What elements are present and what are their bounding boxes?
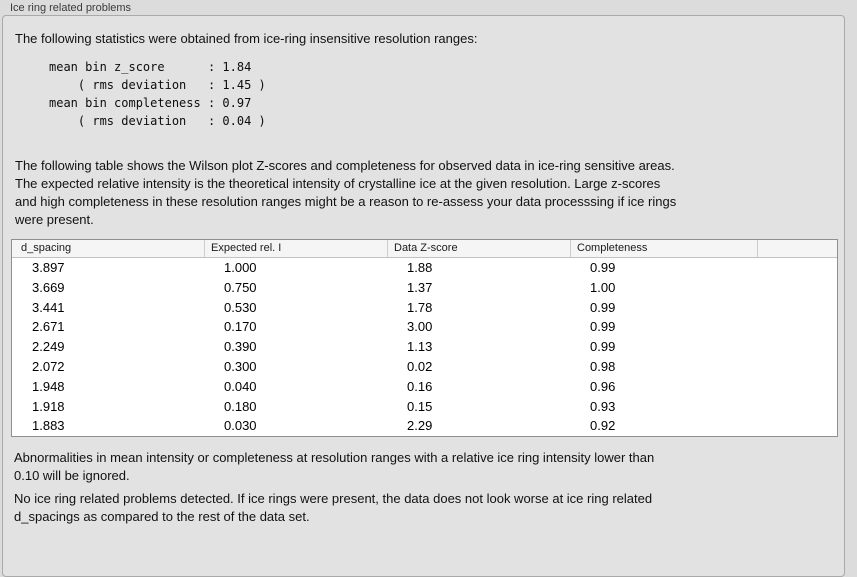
table-row[interactable]: 1.918 0.180 0.15 0.93 — [12, 397, 837, 417]
table-cell — [757, 416, 837, 436]
intro-text: The following statistics were obtained f… — [15, 31, 478, 46]
table-cell: 0.040 — [224, 378, 257, 394]
table-cell: 0.99 — [590, 319, 616, 335]
column-header-empty[interactable] — [757, 240, 837, 257]
table-cell: 0.390 — [224, 339, 257, 355]
table-cell: 1.00 — [590, 279, 616, 295]
table-row[interactable]: 2.072 0.300 0.02 0.98 — [12, 357, 837, 377]
table-cell: 1.948 — [32, 378, 65, 394]
table-cell: 1.883 — [32, 418, 65, 434]
table-cell: 0.99 — [590, 299, 616, 315]
table-cell: 2.072 — [32, 358, 65, 374]
table-cell: 0.300 — [224, 358, 257, 374]
table-cell — [757, 298, 837, 318]
table-cell — [757, 357, 837, 377]
column-header-expected-rel-i[interactable]: Expected rel. I — [204, 240, 387, 257]
footnote-text: Abnormalities in mean intensity or compl… — [14, 450, 655, 483]
table-cell: 0.030 — [224, 418, 257, 434]
table-cell: 3.441 — [32, 299, 65, 315]
table-cell: 0.98 — [590, 358, 616, 374]
conclusion-text: No ice ring related problems detected. I… — [14, 491, 653, 524]
table-cell: 0.170 — [224, 319, 257, 335]
table-cell: 1.88 — [407, 260, 433, 275]
table-cell: 3.897 — [32, 260, 65, 275]
table-cell — [757, 397, 837, 417]
table-cell: 0.530 — [224, 299, 257, 315]
table-row[interactable]: 3.669 0.750 1.37 1.00 — [12, 278, 837, 298]
table-cell: 0.92 — [590, 418, 616, 434]
table-cell: 1.000 — [224, 260, 257, 275]
table-cell: 0.02 — [407, 358, 433, 374]
table-cell — [757, 258, 837, 278]
panel-title: Ice ring related problems — [10, 2, 132, 14]
description-text: The following table shows the Wilson plo… — [15, 158, 677, 227]
table-cell: 0.15 — [407, 398, 433, 414]
stats-block: mean bin z_score : 1.84 ( rms deviation … — [49, 60, 266, 128]
table-cell: 3.00 — [407, 319, 433, 335]
table-header-row: d_spacing Expected rel. I Data Z-score C… — [12, 240, 837, 258]
column-header-completeness[interactable]: Completeness — [570, 240, 757, 257]
table-cell: 0.93 — [590, 398, 616, 414]
ice-ring-groupbox: The following statistics were obtained f… — [2, 15, 845, 577]
table-row[interactable]: 1.948 0.040 0.16 0.96 — [12, 377, 837, 397]
table-row[interactable]: 1.883 0.030 2.29 0.92 — [12, 416, 837, 436]
table-cell: 1.37 — [407, 279, 433, 295]
table-cell: 2.249 — [32, 339, 65, 355]
table-row[interactable]: 2.671 0.170 3.00 0.99 — [12, 317, 837, 337]
table-cell: 2.29 — [407, 418, 433, 434]
table-cell: 0.16 — [407, 378, 433, 394]
table-row[interactable]: 3.897 1.000 1.88 0.99 — [12, 258, 837, 278]
table-row[interactable]: 3.441 0.530 1.78 0.99 — [12, 298, 837, 318]
table-cell — [757, 317, 837, 337]
table-cell: 2.671 — [32, 319, 65, 335]
table-cell — [757, 377, 837, 397]
table-cell: 0.180 — [224, 398, 257, 414]
table-body: 3.897 1.000 1.88 0.99 3.669 0.750 1.37 1.00 3.44… — [12, 258, 837, 436]
table-cell — [757, 278, 837, 298]
ice-ring-table: d_spacing Expected rel. I Data Z-score C… — [11, 239, 838, 438]
table-cell: 0.750 — [224, 279, 257, 295]
column-header-d-spacing[interactable]: d_spacing — [21, 242, 72, 254]
table-cell: 0.99 — [590, 339, 616, 355]
table-cell: 1.13 — [407, 339, 433, 355]
column-header-data-z-score[interactable]: Data Z-score — [387, 240, 570, 257]
table-cell — [757, 337, 837, 357]
table-cell: 0.99 — [590, 260, 616, 275]
table-cell: 1.78 — [407, 299, 433, 315]
table-cell: 3.669 — [32, 279, 65, 295]
table-cell: 0.96 — [590, 378, 616, 394]
table-cell: 1.918 — [32, 398, 65, 414]
table-row[interactable]: 2.249 0.390 1.13 0.99 — [12, 337, 837, 357]
